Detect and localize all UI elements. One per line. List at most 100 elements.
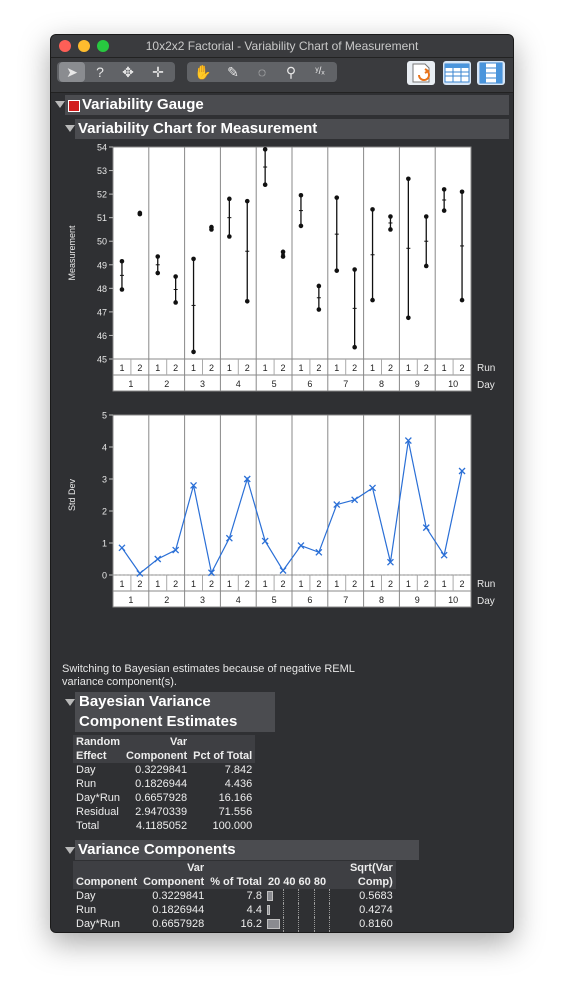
table-row: Day 0.3229841 7.8 0.5683 — [73, 889, 396, 903]
y-axis-label: Measurement — [67, 225, 77, 281]
scroller-tool-icon[interactable]: ✛ — [152, 64, 164, 80]
marker-stroke — [261, 537, 269, 545]
table-cell: 16.2 — [207, 917, 265, 931]
table-row: Run 0.1826944 4.4 0.4274 — [73, 903, 396, 917]
grid-line — [329, 917, 331, 931]
observation-point — [155, 254, 161, 259]
disclosure-triangle-icon[interactable] — [55, 101, 65, 108]
table-cell: 0.4274 — [346, 903, 396, 917]
run-level-label: 1 — [263, 579, 268, 589]
std-dev-point — [458, 467, 466, 475]
marker-stroke — [154, 555, 162, 563]
grabber-tool-icon[interactable]: ✋ — [194, 64, 212, 80]
table-cell: 4.1185052 — [123, 819, 191, 833]
run-level-label: 1 — [298, 579, 303, 589]
outline-variability-gauge[interactable]: Variability Gauge — [65, 95, 509, 115]
minimize-window-button[interactable] — [78, 40, 90, 52]
magnifier-tool-icon[interactable]: ⚲ — [285, 64, 297, 80]
y-tick-label: 0 — [102, 571, 107, 581]
marker-stroke — [351, 496, 359, 504]
red-triangle-menu-icon[interactable] — [68, 100, 80, 112]
std-dev-line — [121, 440, 463, 575]
marker-stroke — [422, 524, 430, 532]
day-level-label: 6 — [307, 595, 312, 605]
selection-tool-icon[interactable]: ✥ — [122, 64, 134, 80]
observation-point — [262, 182, 268, 187]
percent-bar — [266, 919, 280, 929]
table-cell: Day*Run — [73, 917, 141, 931]
bayes-message: Switching to Bayesian estimates because … — [62, 663, 355, 689]
observation-point — [352, 344, 357, 350]
table-cell: 0.5683 — [346, 889, 396, 903]
marker-stroke — [172, 546, 180, 554]
std-dev-point — [243, 475, 251, 483]
y-tick-label: 47 — [97, 307, 107, 317]
table-cell: Run — [73, 903, 141, 917]
table-cell: 0.6657928 — [140, 917, 208, 931]
bar-cell — [264, 903, 347, 917]
column-header: Sqrt(Var Comp) — [346, 861, 396, 889]
zoom-window-button[interactable] — [97, 40, 109, 52]
close-window-button[interactable] — [59, 40, 71, 52]
std-dev-point — [154, 555, 162, 563]
y-tick-label: 45 — [97, 355, 107, 365]
outline-variability-chart[interactable]: Variability Chart for Measurement — [75, 119, 509, 139]
outline-title: Variability Gauge — [82, 96, 204, 113]
variance-components-table: Component Var Component % of Total 20 40 … — [73, 861, 396, 932]
observation-point — [244, 198, 250, 204]
data-table-icon[interactable] — [443, 61, 471, 85]
outline-title: Variability Chart for Measurement — [78, 120, 318, 137]
outline-bayesian-estimates[interactable]: Bayesian Variance Component Estimates — [75, 692, 275, 732]
run-level-label: 1 — [370, 579, 375, 589]
help-tool-icon[interactable]: ? — [96, 64, 104, 80]
day-level-label: 4 — [236, 595, 241, 605]
std-dev-point — [261, 537, 269, 545]
y-tick-label: 4 — [102, 443, 107, 453]
table-cell: 7.842 — [190, 763, 256, 777]
table-cell: 1.7167 — [346, 931, 396, 932]
marker-stroke — [207, 569, 215, 577]
script-icon[interactable] — [407, 61, 435, 85]
brush-tool-icon[interactable]: ✎ — [227, 64, 239, 80]
table-row: Day*Run 0.6657928 16.166 — [73, 791, 256, 805]
observation-point — [459, 189, 465, 195]
outline-variance-components[interactable]: Variance Components — [75, 840, 419, 860]
arrow-tool-icon[interactable]: ➤ — [59, 62, 85, 82]
report-content: Variability Gauge Variability Chart for … — [51, 93, 513, 932]
run-level-label: 1 — [406, 579, 411, 589]
observation-point — [119, 258, 125, 264]
observation-point — [173, 300, 178, 305]
bar-cell — [264, 889, 347, 903]
title-bar: 10x2x2 Factorial - Variability Chart of … — [51, 35, 513, 58]
table-row: Run 0.1826944 4.436 — [73, 777, 256, 791]
layout-icon[interactable] — [477, 61, 505, 85]
observation-point — [423, 214, 429, 219]
day-level-label: 1 — [128, 379, 133, 389]
day-level-label: 5 — [272, 595, 277, 605]
y-axis-label: Std Dev — [67, 478, 77, 511]
observation-point — [388, 214, 393, 219]
table-cell: 4.4 — [207, 903, 265, 917]
table-cell: 0.6657928 — [123, 791, 191, 805]
run-level-label: 1 — [119, 579, 124, 589]
disclosure-triangle-icon[interactable] — [65, 699, 75, 706]
annotate-tool-icon[interactable]: ʸ/ₓ — [315, 66, 325, 77]
run-axis-label: Run — [477, 579, 495, 590]
run-level-label: 2 — [245, 363, 250, 373]
day-level-label: 6 — [307, 379, 312, 389]
run-level-label: 1 — [370, 363, 375, 373]
grid-line — [313, 917, 315, 931]
observation-point — [191, 256, 196, 262]
run-level-label: 2 — [388, 579, 393, 589]
observation-point — [262, 147, 268, 152]
day-level-label: 4 — [236, 379, 241, 389]
observation-point — [441, 187, 447, 192]
disclosure-triangle-icon[interactable] — [65, 125, 75, 132]
observation-point — [441, 208, 447, 213]
run-level-label: 2 — [173, 363, 178, 373]
lasso-tool-icon[interactable]: ◌ — [257, 64, 267, 80]
grid-line — [298, 889, 300, 903]
disclosure-triangle-icon[interactable] — [65, 847, 75, 854]
